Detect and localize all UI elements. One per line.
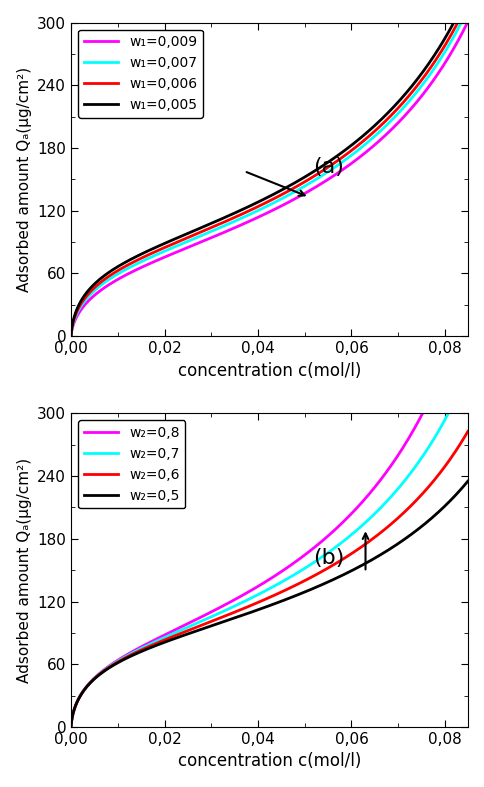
X-axis label: concentration c(mol/l): concentration c(mol/l) [178, 752, 361, 770]
w₁=0,005 [136, 250, 142, 260]
Line: w₂=0,8: w₂=0,8 [71, 300, 467, 726]
Legend: w₁=0,009, w₁=0,007, w₁=0,006, w₁=0,005: w₁=0,009, w₁=0,007, w₁=0,006, w₁=0,005 [78, 30, 203, 117]
w₁=0,009 [413, 97, 419, 106]
w₂=0,5 [68, 721, 74, 730]
w₂=0,8 [413, 419, 419, 428]
w₂=0,5 [136, 648, 142, 657]
Line: w₁=0,005: w₁=0,005 [71, 0, 467, 334]
Line: w₁=0,006: w₁=0,006 [71, 2, 467, 335]
w₁=0,007 [68, 331, 74, 340]
w₂=0,7 [136, 645, 142, 654]
w₂=0,8 [456, 320, 462, 329]
w₁=0,007 [220, 221, 226, 231]
w₂=0,6 [456, 440, 462, 449]
Y-axis label: Adsorbed amount Qₐ(μg/cm²): Adsorbed amount Qₐ(μg/cm²) [16, 67, 31, 292]
Line: w₂=0,7: w₂=0,7 [71, 371, 467, 726]
w₁=0,006 [464, 0, 470, 7]
w₂=0,5 [464, 476, 470, 486]
X-axis label: concentration c(mol/l): concentration c(mol/l) [178, 361, 361, 379]
w₂=0,7 [68, 721, 74, 730]
w₁=0,006 [456, 13, 462, 23]
w₁=0,006 [136, 254, 142, 264]
w₁=0,009 [220, 228, 226, 238]
w₁=0,009 [464, 17, 470, 27]
Line: w₂=0,6: w₂=0,6 [71, 431, 467, 726]
w₂=0,8 [136, 643, 142, 652]
w₁=0,006 [220, 218, 226, 227]
w₁=0,005 [237, 205, 243, 215]
w₁=0,005 [220, 213, 226, 223]
w₂=0,5 [413, 525, 419, 534]
Legend: w₂=0,8, w₂=0,7, w₂=0,6, w₂=0,5: w₂=0,8, w₂=0,7, w₂=0,6, w₂=0,5 [78, 420, 185, 508]
w₂=0,6 [113, 658, 119, 667]
w₂=0,7 [113, 657, 119, 667]
w₂=0,6 [464, 427, 470, 436]
w₁=0,007 [464, 5, 470, 14]
w₁=0,006 [68, 331, 74, 340]
Text: (a): (a) [313, 157, 344, 178]
w₁=0,005 [413, 75, 419, 84]
Text: (b): (b) [313, 549, 344, 568]
Line: w₁=0,007: w₁=0,007 [71, 9, 467, 335]
w₁=0,005 [68, 330, 74, 339]
w₂=0,8 [68, 721, 74, 730]
w₂=0,6 [413, 494, 419, 504]
w₁=0,009 [136, 264, 142, 273]
w₁=0,006 [413, 81, 419, 91]
w₁=0,005 [456, 6, 462, 15]
Line: w₁=0,009: w₁=0,009 [71, 22, 467, 335]
Y-axis label: Adsorbed amount Qₐ(μg/cm²): Adsorbed amount Qₐ(μg/cm²) [16, 457, 31, 682]
w₂=0,8 [220, 601, 226, 611]
w₂=0,7 [237, 599, 243, 608]
w₁=0,007 [136, 257, 142, 267]
w₂=0,6 [68, 721, 74, 730]
w₁=0,009 [113, 275, 119, 285]
w₂=0,7 [464, 367, 470, 376]
w₁=0,005 [113, 263, 119, 272]
w₁=0,007 [237, 214, 243, 224]
w₂=0,5 [220, 617, 226, 626]
Line: w₂=0,5: w₂=0,5 [71, 481, 467, 726]
w₂=0,7 [413, 460, 419, 469]
w₂=0,8 [237, 592, 243, 601]
w₁=0,006 [113, 267, 119, 276]
w₂=0,7 [456, 385, 462, 394]
w₁=0,007 [456, 20, 462, 30]
w₂=0,6 [136, 646, 142, 656]
w₁=0,009 [456, 32, 462, 42]
w₂=0,6 [237, 605, 243, 615]
w₁=0,007 [113, 270, 119, 279]
w₂=0,7 [220, 607, 226, 616]
w₂=0,8 [464, 295, 470, 305]
w₂=0,6 [220, 612, 226, 622]
w₁=0,009 [68, 331, 74, 340]
w₁=0,009 [237, 220, 243, 230]
w₂=0,5 [456, 486, 462, 495]
w₁=0,006 [237, 210, 243, 220]
w₁=0,007 [413, 87, 419, 96]
w₂=0,8 [113, 656, 119, 666]
w₂=0,5 [113, 659, 119, 668]
w₂=0,5 [237, 611, 243, 621]
